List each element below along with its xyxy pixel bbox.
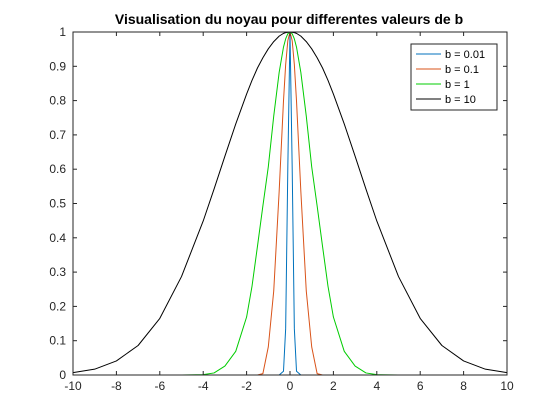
- x-tick-label: 4: [373, 379, 380, 393]
- y-tick-label: 0.3: [49, 265, 66, 279]
- x-tick-label: -4: [198, 379, 209, 393]
- y-tick-label: 0.1: [49, 334, 66, 348]
- y-tick-label: 0.6: [49, 162, 66, 176]
- x-tick-label: -2: [241, 379, 252, 393]
- legend-label-0: b = 0.01: [445, 49, 485, 61]
- x-tick-label: 6: [417, 379, 424, 393]
- x-tick-label: 2: [330, 379, 337, 393]
- x-tick-label: -6: [154, 379, 165, 393]
- y-tick-label: 0.5: [49, 197, 66, 211]
- y-tick-label: 0: [59, 368, 66, 382]
- legend-label-2: b = 1: [445, 79, 470, 91]
- y-tick-label: 1: [59, 25, 66, 39]
- axes-layer: -10 -8 -6 -4 -2 0 2 4 6 8 10 0 0.1 0.2 0.3 0.4 0.5 0.6 0.7…: [49, 25, 514, 393]
- x-tick-label: 8: [460, 379, 467, 393]
- y-tick-label: 0.2: [49, 299, 66, 313]
- legend-label-3: b = 10: [445, 94, 476, 106]
- x-tick-label: -10: [64, 379, 82, 393]
- chart-title: Visualisation du noyau pour differentes …: [115, 11, 463, 27]
- x-tick-label: -8: [111, 379, 122, 393]
- x-tick-label: 0: [287, 379, 294, 393]
- y-tick-label: 0.4: [49, 231, 66, 245]
- y-tick-label: 0.7: [49, 128, 66, 142]
- legend: b = 0.01 b = 0.1 b = 1 b = 10: [410, 43, 498, 111]
- y-tick-label: 0.9: [49, 59, 66, 73]
- y-tick-label: 0.8: [49, 94, 66, 108]
- legend-label-1: b = 0.1: [445, 64, 479, 76]
- x-tick-label: 10: [500, 379, 514, 393]
